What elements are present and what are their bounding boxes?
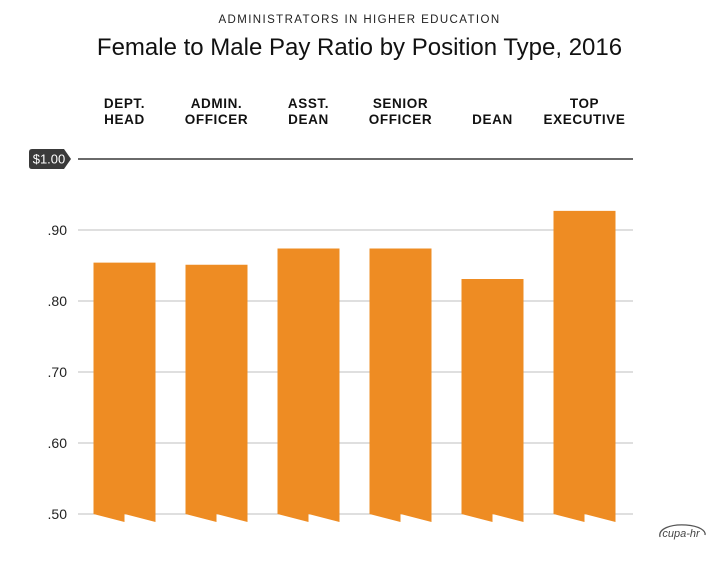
bar (93, 262, 156, 522)
category-labels: DEPT.HEADADMIN.OFFICERASST.DEANSENIOROFF… (104, 96, 626, 127)
chart-title: Female to Male Pay Ratio by Position Typ… (96, 34, 623, 61)
y-tick-label: .80 (48, 293, 68, 309)
y-tick-label: .60 (48, 435, 68, 451)
bar (369, 248, 432, 522)
chart-subtitle: ADMINISTRATORS IN HIGHER EDUCATION (218, 14, 501, 26)
y-tick-label: $1.00 (33, 152, 66, 167)
bar (185, 264, 248, 522)
bars (93, 210, 616, 522)
y-tick-label: .50 (48, 506, 68, 522)
category-label: OFFICER (369, 112, 432, 127)
bar (461, 278, 524, 522)
y-tick-label: .70 (48, 364, 68, 380)
bar (553, 210, 616, 522)
logo-text: cupa-hr (662, 528, 701, 540)
category-label: DEPT. (104, 96, 145, 111)
y-tick-top-badge: $1.00 (29, 149, 71, 169)
category-label: EXECUTIVE (544, 112, 626, 127)
category-label: OFFICER (185, 112, 248, 127)
y-tick-badge-shape (29, 149, 71, 169)
category-label: ADMIN. (191, 96, 243, 111)
grid-lines (78, 158, 633, 515)
bar (277, 248, 340, 522)
category-label: DEAN (288, 112, 329, 127)
category-label: ASST. (288, 96, 329, 111)
y-axis-ticks: .50 .60 .70 .80 .90 $1.00 (29, 149, 71, 522)
cupa-hr-logo: cupa-hr (659, 524, 706, 540)
y-tick-label: .90 (48, 222, 68, 238)
category-label: SENIOR (373, 96, 428, 111)
category-label: HEAD (104, 112, 145, 127)
category-label: DEAN (472, 112, 513, 127)
category-label: TOP (570, 96, 599, 111)
